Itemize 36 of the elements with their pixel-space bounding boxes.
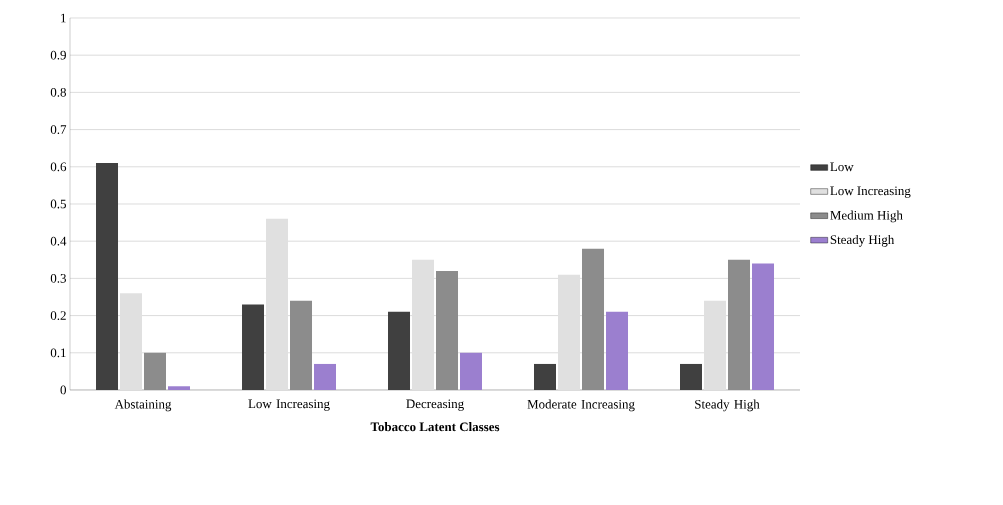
y-tick-label: 0.4 (50, 236, 67, 246)
bar (242, 304, 265, 390)
legend-label: Low (830, 162, 854, 172)
bar (460, 352, 483, 390)
bar (96, 163, 119, 390)
legend-label: Low Increasing (830, 186, 911, 198)
x-tick-label: Steady High (695, 399, 760, 412)
x-tick-label: Low Increasing (248, 399, 330, 411)
y-tick-label: 0.7 (50, 125, 67, 134)
x-tick-label: Abstaining (114, 399, 172, 412)
y-tick-label: 0.6 (50, 162, 67, 172)
y-tick-label: 0.8 (50, 87, 66, 97)
y-tick-label: 0.5 (50, 199, 66, 209)
bar (680, 363, 703, 390)
y-tick-label: 0.1 (50, 348, 66, 358)
bar (388, 311, 411, 390)
bar (704, 300, 727, 390)
bar (168, 386, 191, 390)
y-tick-label: 0.2 (50, 311, 66, 320)
y-tick-label: 0.3 (50, 273, 66, 283)
bar (534, 363, 557, 390)
bar (266, 218, 289, 390)
x-tick-label: Moderate Increasing (527, 399, 635, 412)
legend-label: Medium High (830, 210, 903, 223)
legend-label: Steady High (830, 234, 895, 247)
bar (752, 263, 775, 390)
y-tick-label: 0 (60, 385, 66, 395)
x-axis-title: Tobacco Latent Classes (370, 422, 500, 432)
bar (412, 259, 435, 390)
bar (558, 274, 581, 390)
bar (314, 363, 337, 390)
bar (120, 293, 143, 390)
y-tick-label: 1 (61, 13, 66, 23)
bar (606, 311, 629, 390)
x-tick-label: Decreasing (406, 399, 464, 411)
y-tick-label: 0.9 (50, 50, 66, 60)
